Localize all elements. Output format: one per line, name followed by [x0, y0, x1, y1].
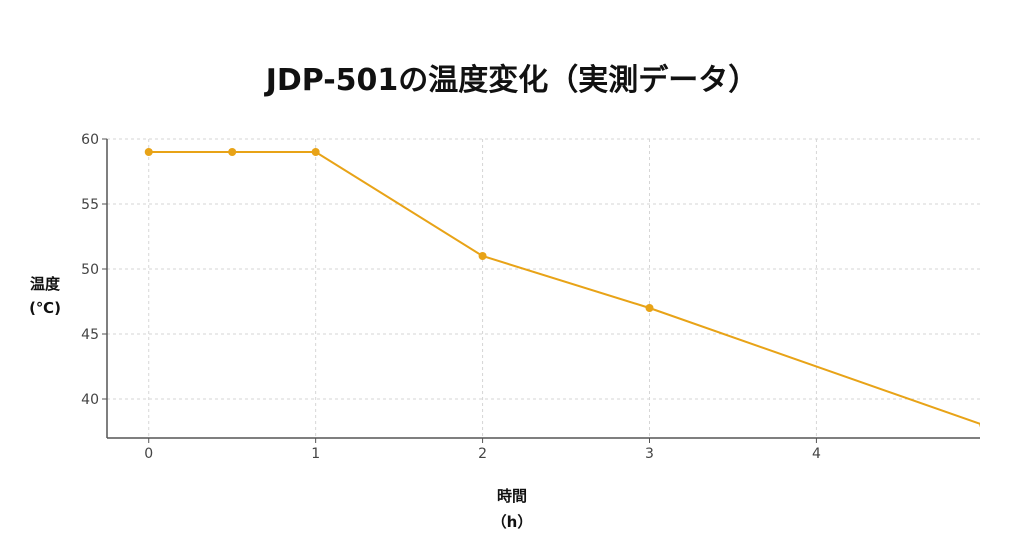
- y-axis-label: 温度 (℃): [20, 272, 70, 320]
- x-tick-label: 3: [645, 446, 654, 462]
- chart-title: JDP-501の温度変化（実測データ）: [265, 63, 759, 98]
- series-line: [148, 151, 980, 425]
- y-tick-label: 60: [81, 132, 99, 148]
- x-tick-label: 2: [478, 446, 487, 462]
- y-tick-label: 45: [81, 327, 99, 343]
- data-point: [979, 422, 980, 428]
- data-point: [144, 148, 153, 156]
- x-tick-label: 1: [311, 446, 320, 462]
- y-tick-label: 55: [81, 197, 99, 213]
- data-point: [478, 252, 487, 260]
- data-point: [228, 148, 237, 156]
- x-axis-label: 時間 （h）: [462, 483, 562, 535]
- data-point: [311, 148, 320, 156]
- y-tick-label: 40: [81, 392, 99, 408]
- x-tick-label: 4: [812, 446, 821, 462]
- x-axis-label-line: 時間: [496, 487, 527, 505]
- data-point: [645, 304, 654, 312]
- y-axis-label-line: 温度: [29, 275, 60, 293]
- y-axis-label-line: (℃): [29, 299, 61, 317]
- y-tick-label: 50: [81, 262, 99, 278]
- x-tick-label: 0: [144, 446, 153, 462]
- x-axis-label-line: （h）: [491, 513, 533, 531]
